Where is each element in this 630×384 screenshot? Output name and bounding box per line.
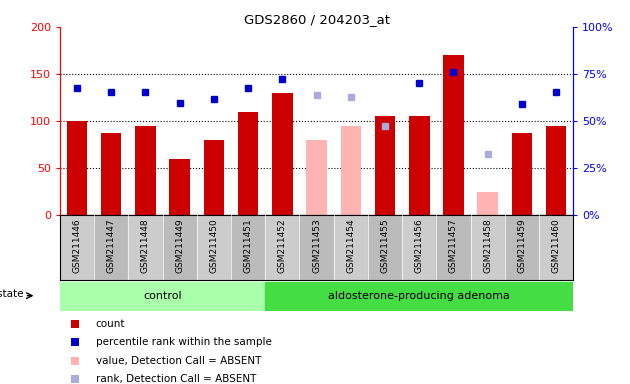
Bar [60, 215, 94, 280]
Bar [101, 133, 122, 215]
Bar [505, 215, 539, 280]
Bar [375, 116, 395, 215]
Bar [231, 215, 265, 280]
Text: GSM211448: GSM211448 [141, 218, 150, 273]
Text: aldosterone-producing adenoma: aldosterone-producing adenoma [328, 291, 510, 301]
Bar [368, 215, 402, 280]
Bar [265, 215, 299, 280]
Text: GSM211446: GSM211446 [72, 218, 81, 273]
Bar [265, 282, 573, 310]
Bar [129, 215, 163, 280]
Bar [437, 215, 471, 280]
Bar [238, 112, 258, 215]
Bar [67, 121, 87, 215]
Text: control: control [143, 291, 182, 301]
Bar [169, 159, 190, 215]
Text: GSM211449: GSM211449 [175, 218, 184, 273]
Text: count: count [96, 319, 125, 329]
Bar [409, 116, 430, 215]
Bar [60, 282, 265, 310]
Bar [135, 126, 156, 215]
Text: GSM211452: GSM211452 [278, 218, 287, 273]
Text: GSM211447: GSM211447 [106, 218, 116, 273]
Text: GSM211450: GSM211450 [209, 218, 219, 273]
Text: GSM211460: GSM211460 [552, 218, 561, 273]
Text: value, Detection Call = ABSENT: value, Detection Call = ABSENT [96, 356, 261, 366]
Bar [512, 133, 532, 215]
Title: GDS2860 / 204203_at: GDS2860 / 204203_at [244, 13, 389, 26]
Bar [163, 215, 197, 280]
Text: GSM211455: GSM211455 [381, 218, 389, 273]
Text: GSM211458: GSM211458 [483, 218, 492, 273]
Bar [402, 215, 437, 280]
Text: disease state: disease state [0, 289, 23, 299]
Bar [444, 55, 464, 215]
Bar [539, 215, 573, 280]
Text: GSM211454: GSM211454 [346, 218, 355, 273]
Bar [94, 215, 129, 280]
Text: GSM211451: GSM211451 [244, 218, 253, 273]
Bar [341, 126, 361, 215]
Text: GSM211456: GSM211456 [415, 218, 424, 273]
Text: GSM211457: GSM211457 [449, 218, 458, 273]
Bar [471, 215, 505, 280]
Bar [546, 126, 566, 215]
Bar [306, 140, 327, 215]
Bar [197, 215, 231, 280]
Bar [334, 215, 368, 280]
Text: GSM211453: GSM211453 [312, 218, 321, 273]
Text: rank, Detection Call = ABSENT: rank, Detection Call = ABSENT [96, 374, 256, 384]
Bar [299, 215, 334, 280]
Text: GSM211459: GSM211459 [517, 218, 527, 273]
Bar [478, 192, 498, 215]
Bar [272, 93, 292, 215]
Text: percentile rank within the sample: percentile rank within the sample [96, 338, 272, 348]
Bar [203, 140, 224, 215]
